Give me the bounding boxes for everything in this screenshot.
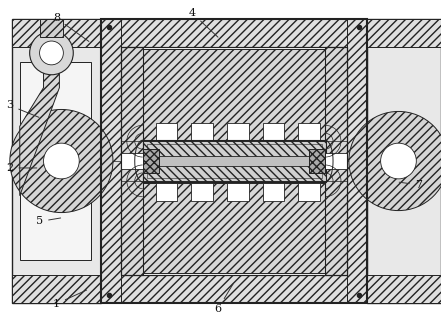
Bar [39, 19, 63, 37]
Bar [121, 47, 347, 275]
Polygon shape [20, 65, 59, 196]
Bar [309, 149, 325, 173]
Bar [12, 275, 101, 303]
Bar [367, 19, 441, 303]
Text: 3: 3 [6, 100, 39, 117]
Bar [123, 49, 345, 141]
Circle shape [349, 111, 443, 211]
Bar [121, 47, 143, 275]
Bar [298, 183, 320, 201]
Circle shape [39, 41, 63, 65]
Bar [325, 153, 347, 169]
Bar [121, 47, 347, 275]
Bar [325, 47, 347, 275]
Bar [155, 124, 177, 141]
Bar [227, 124, 249, 141]
Text: 5: 5 [36, 216, 61, 227]
Bar [101, 19, 367, 47]
Bar [143, 140, 326, 182]
Bar [263, 183, 284, 201]
Bar [191, 124, 213, 141]
Circle shape [43, 143, 79, 179]
Bar [101, 19, 121, 303]
Bar [121, 153, 143, 169]
Text: 6: 6 [214, 283, 233, 314]
Bar [367, 275, 441, 303]
Bar [101, 275, 367, 303]
Text: 8: 8 [53, 13, 89, 41]
Bar [123, 183, 345, 273]
Text: 4: 4 [189, 8, 218, 37]
Bar [12, 19, 101, 303]
Bar [263, 124, 284, 141]
Circle shape [30, 31, 73, 75]
Circle shape [381, 143, 416, 179]
Text: 7: 7 [399, 180, 422, 190]
Bar [298, 124, 320, 141]
Bar [12, 19, 101, 47]
Bar [227, 183, 249, 201]
Bar [20, 62, 91, 260]
Circle shape [10, 110, 113, 213]
Text: 1: 1 [53, 290, 87, 309]
Bar [101, 19, 367, 303]
Bar [191, 183, 213, 201]
Bar [367, 19, 441, 47]
Bar [143, 149, 159, 173]
Bar [101, 19, 367, 303]
Bar [121, 156, 347, 166]
Bar [155, 183, 177, 201]
Bar [347, 19, 367, 303]
Text: 2: 2 [6, 163, 37, 173]
Bar [147, 144, 322, 178]
